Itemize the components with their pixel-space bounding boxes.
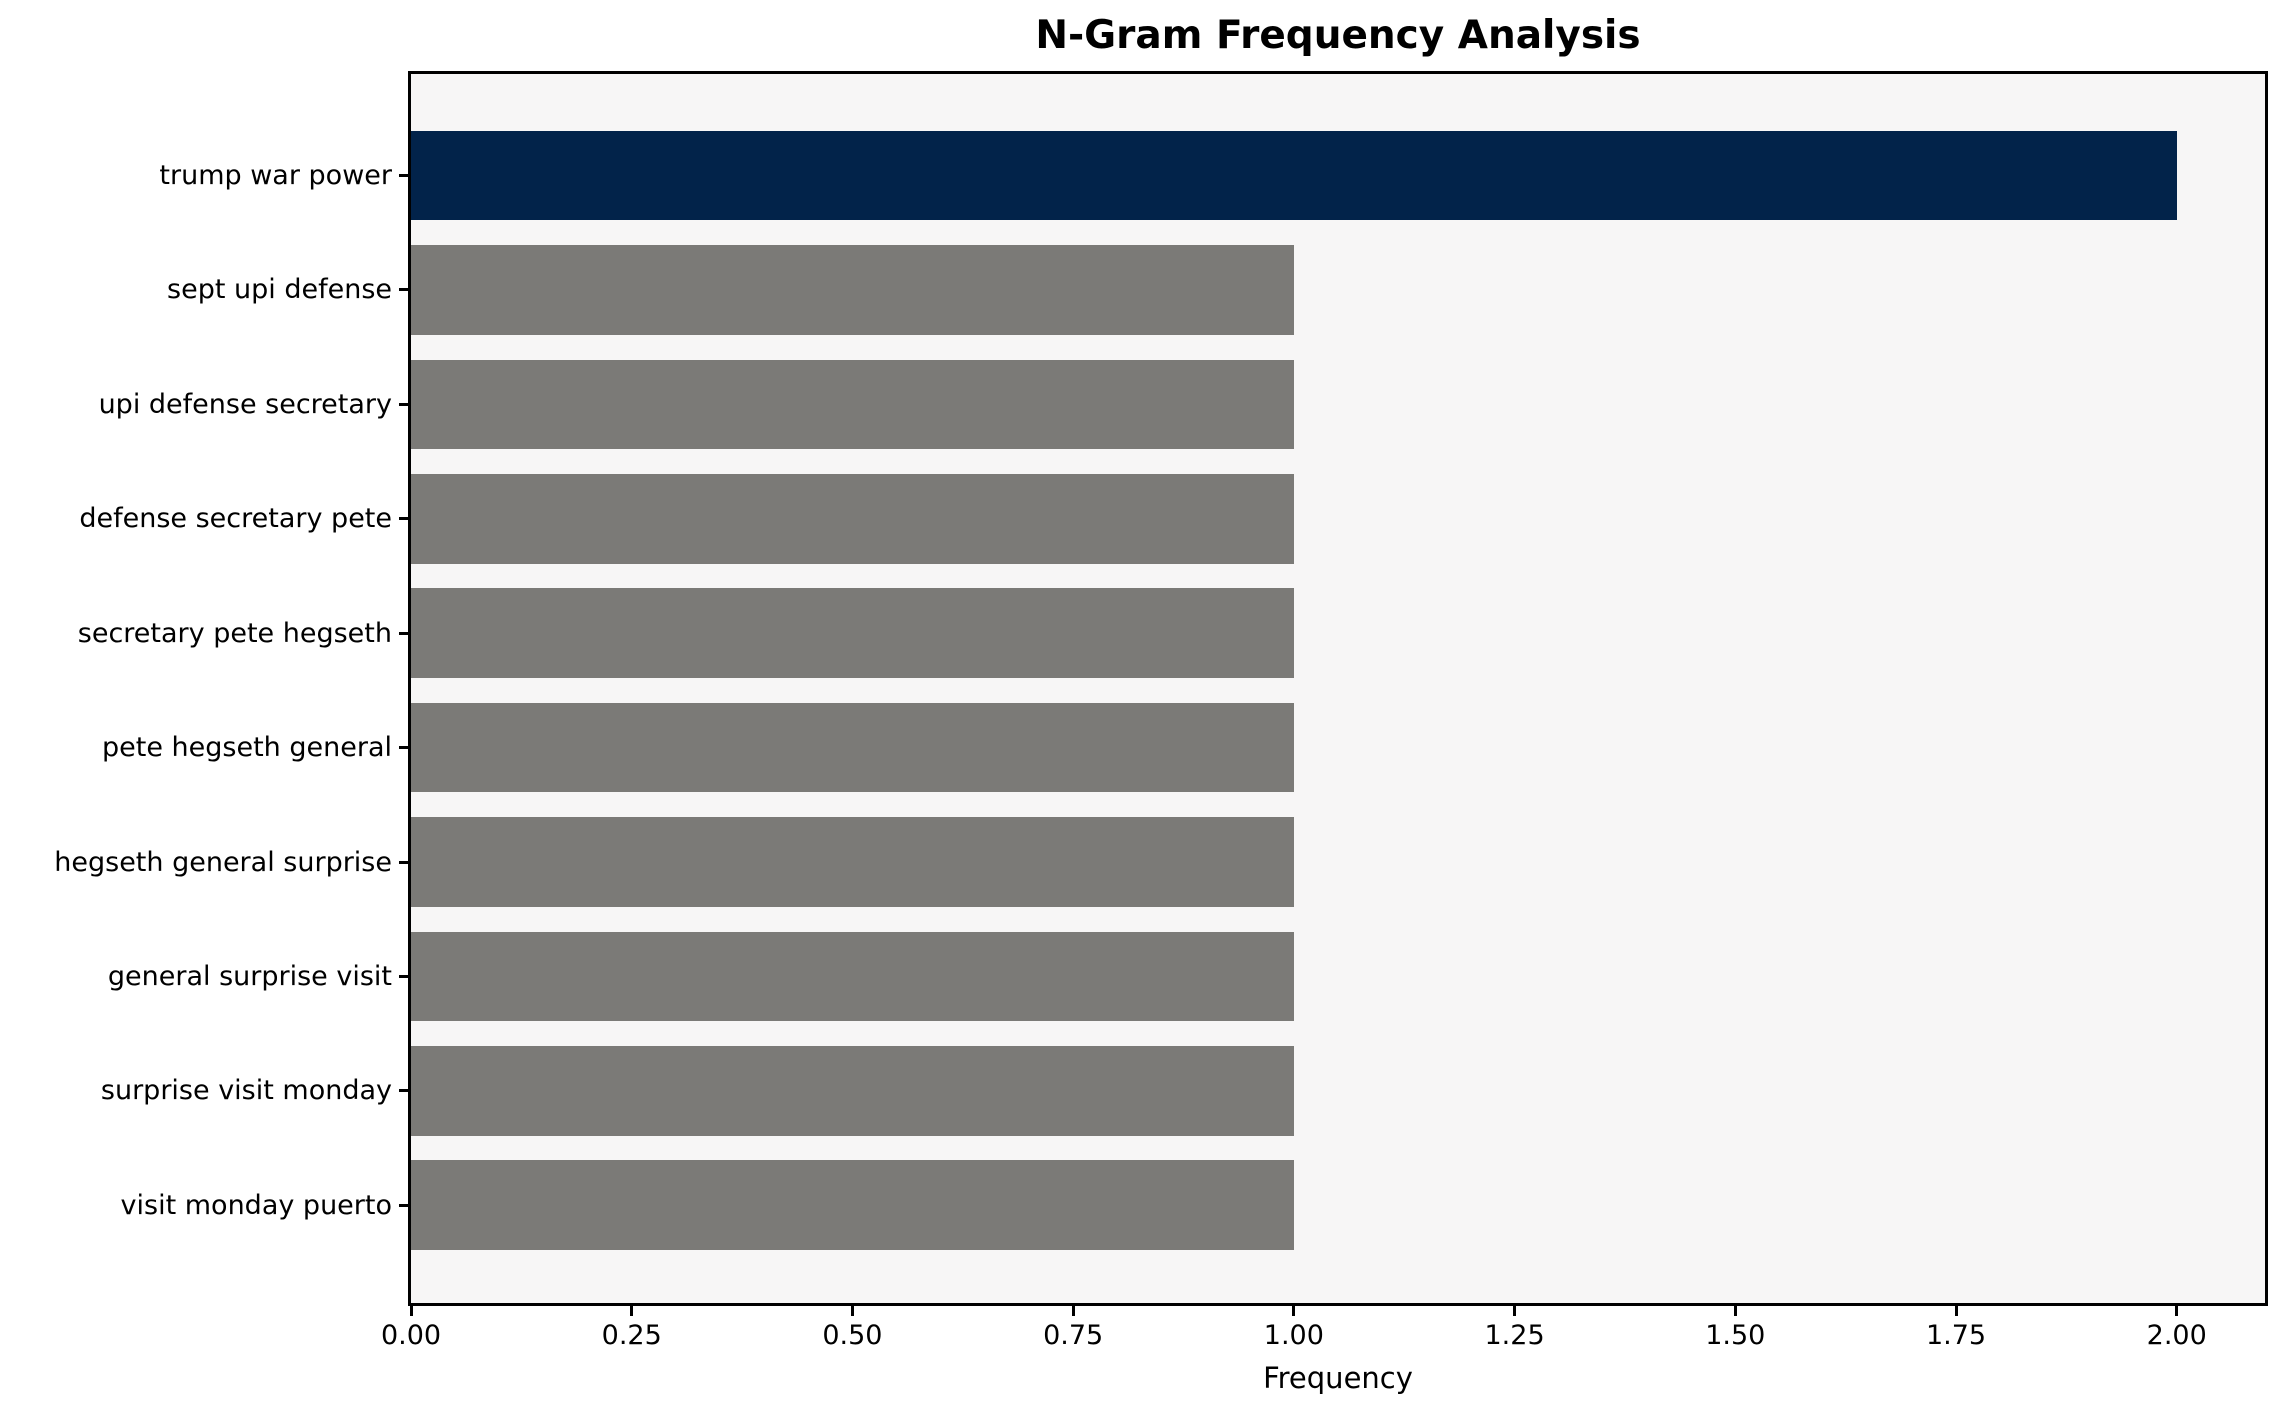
plot-area (408, 71, 2268, 1306)
bar-5 (411, 588, 1294, 678)
y-tick-mark (399, 1089, 408, 1093)
bar-6 (411, 702, 1294, 793)
x-tick-label: 0.50 (822, 1320, 883, 1351)
y-tick-label: hegseth general surprise (54, 846, 392, 878)
x-tick-label: 0.25 (601, 1320, 662, 1351)
x-tick-mark (409, 1306, 413, 1316)
x-tick-mark (850, 1306, 854, 1316)
y-tick-label: upi defense secretary (98, 388, 392, 420)
bar-8 (411, 931, 1294, 1022)
bar-9 (411, 1046, 1294, 1136)
y-tick-label: trump war power (159, 160, 392, 191)
x-tick-label: 1.25 (1484, 1320, 1545, 1351)
y-tick-label: secretary pete hegseth (77, 617, 392, 649)
y-tick-mark (399, 974, 408, 978)
y-tick-label: general surprise visit (107, 960, 392, 992)
bar-3 (411, 359, 1294, 450)
y-tick-mark (399, 746, 408, 750)
x-tick-mark (630, 1306, 634, 1316)
y-tick-label: defense secretary pete (79, 503, 392, 535)
bar-2 (411, 245, 1294, 335)
x-tick-label: 0.75 (1043, 1320, 1104, 1351)
x-tick-label: 1.00 (1263, 1320, 1324, 1351)
y-tick-mark (399, 174, 408, 177)
chart-title: N-Gram Frequency Analysis (1035, 13, 1641, 58)
y-tick-mark (399, 860, 408, 864)
y-tick-mark (399, 631, 408, 635)
bar-7 (411, 817, 1294, 907)
y-tick-mark (399, 1203, 408, 1207)
bar-1 (411, 130, 2177, 221)
x-tick-label: 1.50 (1705, 1320, 1766, 1351)
y-tick-label: sept upi defense (167, 274, 392, 306)
y-tick-mark (399, 402, 408, 406)
x-tick-mark (1733, 1306, 1737, 1316)
x-axis-label: Frequency (1263, 1361, 1413, 1395)
y-tick-label: visit monday puerto (120, 1189, 392, 1221)
x-tick-label: 0.00 (380, 1320, 442, 1351)
y-tick-mark (399, 288, 408, 292)
y-tick-mark (399, 517, 408, 521)
x-tick-label: 2.00 (2146, 1320, 2207, 1351)
x-tick-mark (1513, 1306, 1517, 1316)
x-tick-label: 1.75 (1925, 1320, 1987, 1351)
bar-10 (411, 1160, 1294, 1251)
y-tick-label: surprise visit monday (100, 1075, 392, 1107)
bar-4 (411, 473, 1294, 564)
x-tick-mark (1071, 1306, 1075, 1316)
x-tick-mark (2175, 1306, 2179, 1316)
x-tick-mark (1292, 1306, 1296, 1316)
x-tick-mark (1954, 1306, 1958, 1316)
y-tick-label: pete hegseth general (102, 732, 392, 764)
